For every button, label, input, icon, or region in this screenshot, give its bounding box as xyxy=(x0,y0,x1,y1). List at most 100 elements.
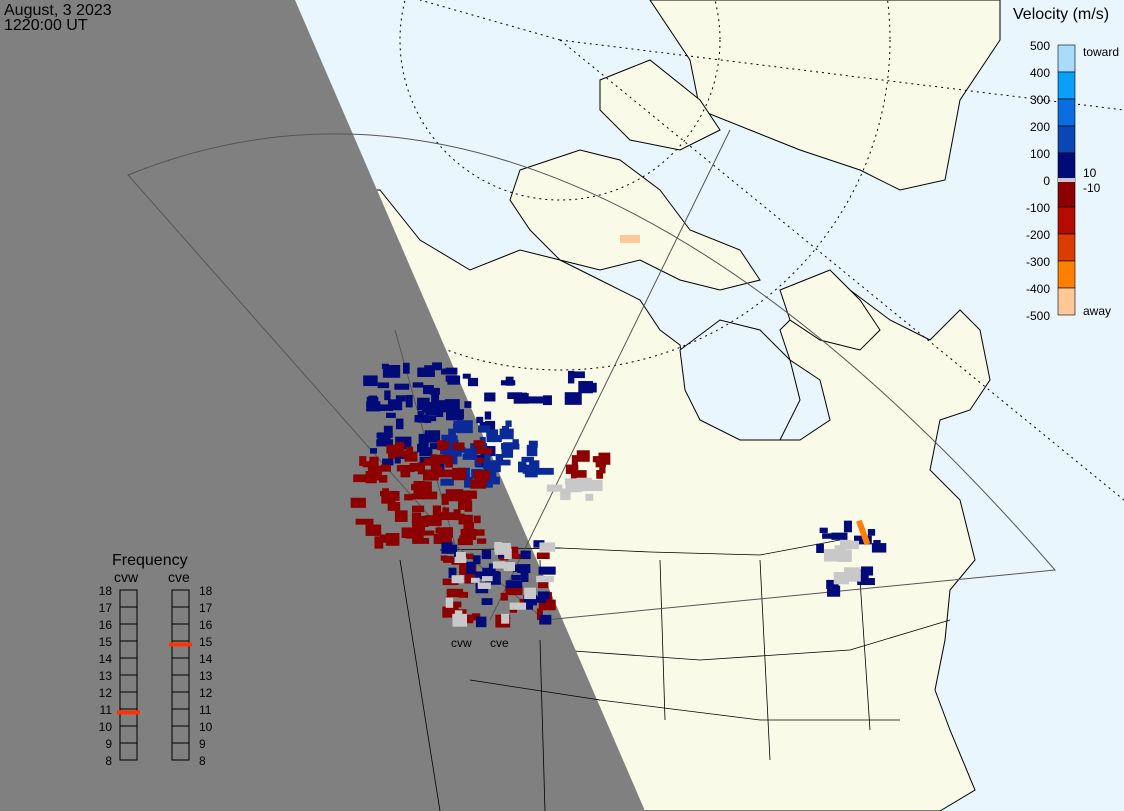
echo-cell xyxy=(536,467,554,475)
echo-cell xyxy=(377,382,390,389)
echo-cell xyxy=(822,533,832,539)
echo-cell xyxy=(452,442,465,450)
lat-lon-grid xyxy=(229,0,1124,501)
freq-tick: 16 xyxy=(199,618,213,632)
echo-cell xyxy=(501,445,514,458)
echo-cell xyxy=(432,362,442,371)
echo-cell xyxy=(412,537,430,544)
echo-cell xyxy=(442,606,453,618)
echo-cell xyxy=(411,505,425,513)
echo-cell xyxy=(542,395,552,406)
echo-cell xyxy=(445,375,460,382)
echo-cell xyxy=(539,614,552,625)
echo-cell xyxy=(520,569,529,583)
freq-label-cvw: cvw xyxy=(114,569,139,585)
colorbar-segment xyxy=(1057,179,1076,208)
echo-cell xyxy=(375,404,394,411)
echo-cell xyxy=(481,576,493,582)
echo-cell xyxy=(458,500,465,510)
echo-cell xyxy=(380,490,398,497)
freq-cell xyxy=(119,742,138,761)
freq-tick: 18 xyxy=(199,584,213,598)
freq-tick: 12 xyxy=(99,686,113,700)
echo-cell xyxy=(486,435,502,443)
echo-cell xyxy=(454,556,467,564)
echo-cell xyxy=(464,500,473,512)
echo-cell xyxy=(374,536,384,549)
echo-cell xyxy=(599,461,606,474)
echo-cell xyxy=(448,604,459,615)
night-terminator xyxy=(0,0,645,811)
echo-cell xyxy=(492,476,500,485)
echo-cell xyxy=(489,571,500,581)
echo-cell xyxy=(529,460,540,472)
frequency-panel: Frequency cvw cve 18 18 17 17 16 16 15 15 14 14 13… xyxy=(99,552,213,768)
echo-cell xyxy=(476,457,485,463)
echo-cell xyxy=(438,512,456,521)
echo-cell xyxy=(411,493,426,500)
echo-cell xyxy=(533,540,545,548)
echo-cell xyxy=(425,404,442,416)
echo-cell xyxy=(450,449,462,457)
echo-cell xyxy=(450,513,465,520)
echo-cell xyxy=(442,578,459,586)
echo-cell xyxy=(447,601,462,608)
velocity-tick: 100 xyxy=(1030,147,1050,161)
echo-cell xyxy=(422,469,439,481)
echo-cell xyxy=(381,363,389,369)
echo-cell xyxy=(443,557,461,563)
frequency-title: Frequency xyxy=(112,552,188,569)
echo-cell xyxy=(598,452,611,465)
echo-cell xyxy=(436,440,446,451)
echo-cell xyxy=(826,579,839,590)
echo-cell xyxy=(452,467,467,481)
freq-marker xyxy=(169,642,192,647)
echo-cell xyxy=(499,428,514,440)
echo-cell xyxy=(432,454,450,464)
velocity-tick: 300 xyxy=(1030,93,1050,107)
echo-cell xyxy=(484,411,492,420)
echo-cell xyxy=(833,571,849,585)
echo-cell xyxy=(492,561,505,569)
echo-cell xyxy=(843,567,861,575)
echo-cell xyxy=(394,510,408,522)
echo-cell xyxy=(430,465,443,472)
echo-cell xyxy=(463,522,475,534)
pos-threshold: 10 xyxy=(1083,166,1097,180)
echo-cell xyxy=(495,454,504,463)
echo-cell xyxy=(350,497,366,508)
echo-cell xyxy=(441,434,449,443)
echo-cell xyxy=(585,479,603,492)
echo-cell xyxy=(536,608,543,621)
echo-cell xyxy=(458,591,469,598)
baffin-island xyxy=(779,269,881,351)
echo-cell xyxy=(446,544,458,554)
freq-tick: 15 xyxy=(199,635,213,649)
echo-cell xyxy=(585,493,594,501)
echo-cell xyxy=(355,518,374,525)
echo-cell xyxy=(424,515,442,526)
echo-cell xyxy=(387,399,403,411)
velocity-tick: -200 xyxy=(1026,228,1050,242)
echo-cell xyxy=(528,440,538,448)
echo-cell xyxy=(536,552,550,559)
velocity-title: Velocity (m/s) xyxy=(1013,6,1109,23)
echo-cell xyxy=(494,541,503,552)
echo-cell xyxy=(488,563,496,574)
echo-cell xyxy=(368,469,382,481)
echo-cell xyxy=(481,549,492,560)
freq-tick: 14 xyxy=(199,652,213,666)
echo-cell xyxy=(867,529,876,536)
echo-cell xyxy=(458,514,473,525)
echo-cell xyxy=(827,585,841,597)
freq-tick: 10 xyxy=(99,720,113,734)
echo-cell xyxy=(419,447,433,456)
echo-cell xyxy=(530,596,547,603)
freq-tick: 14 xyxy=(99,652,113,666)
echo-cell xyxy=(370,448,378,454)
hudson-bay xyxy=(679,319,801,441)
echo-cell xyxy=(474,571,488,580)
echo-cell xyxy=(363,375,378,387)
echo-cell xyxy=(565,478,582,486)
echo-cell xyxy=(500,592,508,601)
